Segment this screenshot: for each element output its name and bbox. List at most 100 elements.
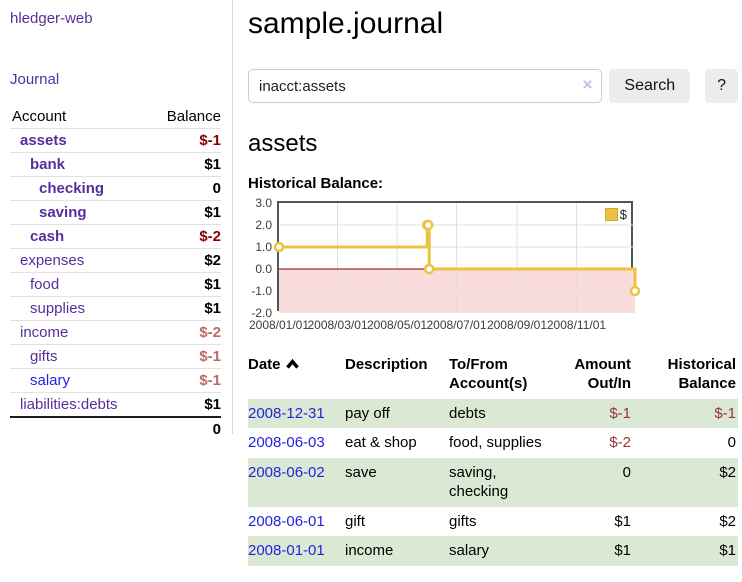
transaction-date-link[interactable]: 2008-01-01 [248, 542, 325, 560]
transaction-date-link[interactable]: 2008-06-02 [248, 463, 325, 481]
search-button[interactable]: Search [609, 69, 691, 103]
y-axis-tick-label: -2.0 [251, 305, 272, 320]
account-row: liabilities:debts $1 [10, 392, 221, 418]
help-button[interactable]: ? [705, 69, 738, 103]
accounts-table: Account Balance assets $-1 bank $1 check… [10, 105, 221, 441]
transaction-balance: $2 [719, 463, 736, 481]
account-balance: $1 [148, 392, 221, 418]
transaction-balance: $-1 [714, 404, 736, 422]
account-balance: $1 [148, 296, 221, 321]
register-header-amount: Amount Out/In [574, 355, 631, 393]
account-link-liabilities-debts[interactable]: liabilities:debts [20, 396, 118, 413]
account-row: checking 0 [10, 176, 221, 201]
transaction-description: gift [345, 512, 366, 530]
account-row: expenses $2 [10, 248, 221, 273]
account-row: saving $1 [10, 200, 221, 225]
search-form: × Search ? [248, 69, 738, 103]
search-input[interactable] [248, 69, 603, 103]
account-heading: assets [248, 130, 318, 157]
account-row: assets $-1 [10, 128, 221, 153]
clear-search-icon[interactable]: × [582, 75, 593, 94]
x-axis-tick-label: 2008/05/01 [366, 317, 428, 332]
account-row: food $1 [10, 272, 221, 297]
account-balance: $1 [148, 272, 221, 297]
account-link-gifts[interactable]: gifts [30, 348, 58, 365]
legend-swatch-icon [604, 207, 618, 221]
account-row: salary $-1 [10, 368, 221, 393]
y-axis-tick-label: 3.0 [255, 195, 272, 210]
y-axis-tick-label: 1.0 [255, 239, 272, 254]
account-link-food[interactable]: food [30, 276, 60, 293]
account-row: bank $1 [10, 152, 221, 177]
transaction-amount: $-1 [609, 404, 631, 422]
account-balance: $1 [148, 200, 221, 225]
x-axis-tick-label: 2008/07/01 [426, 317, 487, 332]
transaction-amount: $-2 [609, 434, 631, 452]
account-balance: 0 [148, 176, 221, 201]
y-axis-tick-label: -1.0 [251, 283, 272, 298]
account-link-salary[interactable]: salary [30, 372, 71, 389]
chart-title: Historical Balance: [248, 174, 384, 192]
historical-balance-chart: 3.0 2.0 1.0 0.0 -1.0 -2.0 $ 2008/01/01 2008/03… [248, 196, 738, 336]
transaction-description: income [345, 542, 394, 560]
transaction-row: 2008-06-01 gift gifts $1 $2 [248, 507, 738, 537]
transaction-accounts: debts [449, 404, 486, 422]
accounts-header-account: Account [10, 105, 149, 129]
account-link-supplies[interactable]: supplies [30, 300, 86, 317]
account-row: gifts $-1 [10, 344, 221, 369]
transaction-row: 2008-12-31 pay off debts $-1 $-1 [248, 398, 738, 429]
search-box: × [248, 69, 603, 103]
sidebar-item-journal[interactable]: Journal [10, 71, 60, 88]
account-balance: $-1 [148, 368, 221, 393]
x-axis-tick-label: 2008/03/01 [307, 317, 368, 332]
transaction-description: pay off [345, 404, 390, 422]
transaction-date-link[interactable]: 2008-06-01 [248, 512, 325, 530]
account-balance: $-2 [148, 224, 221, 249]
account-row: cash $-2 [10, 224, 221, 249]
account-link-bank[interactable]: bank [30, 156, 66, 173]
transaction-row: 2008-01-01 income salary $1 $1 [248, 536, 738, 566]
app-title-link[interactable]: hledger-web [10, 10, 93, 27]
account-link-cash[interactable]: cash [30, 228, 65, 245]
main-content: sample.journal × Search ? assets Histori… [248, 0, 738, 566]
y-axis-tick-label: 2.0 [255, 217, 272, 232]
sort-ascending-icon [285, 358, 299, 369]
account-link-saving[interactable]: saving [39, 204, 87, 221]
account-balance: $-1 [148, 344, 221, 369]
chart-legend: $ [604, 207, 627, 222]
transaction-date-link[interactable]: 2008-06-03 [248, 434, 325, 452]
register-table: Date Description To/From Account(s) Amou… [248, 350, 738, 566]
register-header-account: To/From Account(s) [449, 355, 528, 393]
accounts-total-row: 0 [10, 416, 221, 441]
transaction-date-link[interactable]: 2008-12-31 [248, 404, 325, 422]
chart-y-axis: 3.0 2.0 1.0 0.0 -1.0 -2.0 [248, 196, 277, 320]
transaction-balance: 0 [727, 434, 736, 452]
account-row: supplies $1 [10, 296, 221, 321]
app-title-row: hledger-web [10, 10, 221, 27]
sidebar: hledger-web Journal Account Balance asse… [0, 0, 233, 441]
transaction-description: eat & shop [345, 434, 417, 452]
transaction-accounts: food, supplies [449, 434, 542, 452]
transaction-amount: $1 [614, 542, 631, 560]
accounts-total-value: 0 [148, 416, 221, 441]
x-axis-tick-label: 2008/09/01 [486, 317, 547, 332]
account-link-expenses[interactable]: expenses [20, 252, 85, 269]
transaction-amount: 0 [622, 463, 631, 481]
account-link-checking[interactable]: checking [39, 180, 105, 197]
register-header-row: Date Description To/From Account(s) Amou… [248, 350, 738, 399]
accounts-header-balance: Balance [148, 105, 221, 129]
transaction-accounts: saving, checking [449, 463, 509, 501]
register-header-date[interactable]: Date [248, 350, 345, 399]
x-axis-tick-label: 2008/11/01 [546, 317, 607, 332]
accounts-table-header: Account Balance [10, 105, 221, 129]
account-row: income $-2 [10, 320, 221, 345]
account-balance: $-1 [148, 128, 221, 153]
account-link-assets[interactable]: assets [20, 132, 67, 149]
chart-canvas [273, 202, 641, 313]
transaction-row: 2008-06-02 save saving, checking 0 $2 [248, 457, 738, 507]
account-balance: $1 [148, 152, 221, 177]
y-axis-tick-label: 0.0 [255, 261, 272, 276]
account-link-income[interactable]: income [20, 324, 69, 341]
account-balance: $2 [148, 248, 221, 273]
chart-x-axis: 2008/01/01 2008/03/01 2008/05/01 2008/07/01… [249, 317, 738, 336]
